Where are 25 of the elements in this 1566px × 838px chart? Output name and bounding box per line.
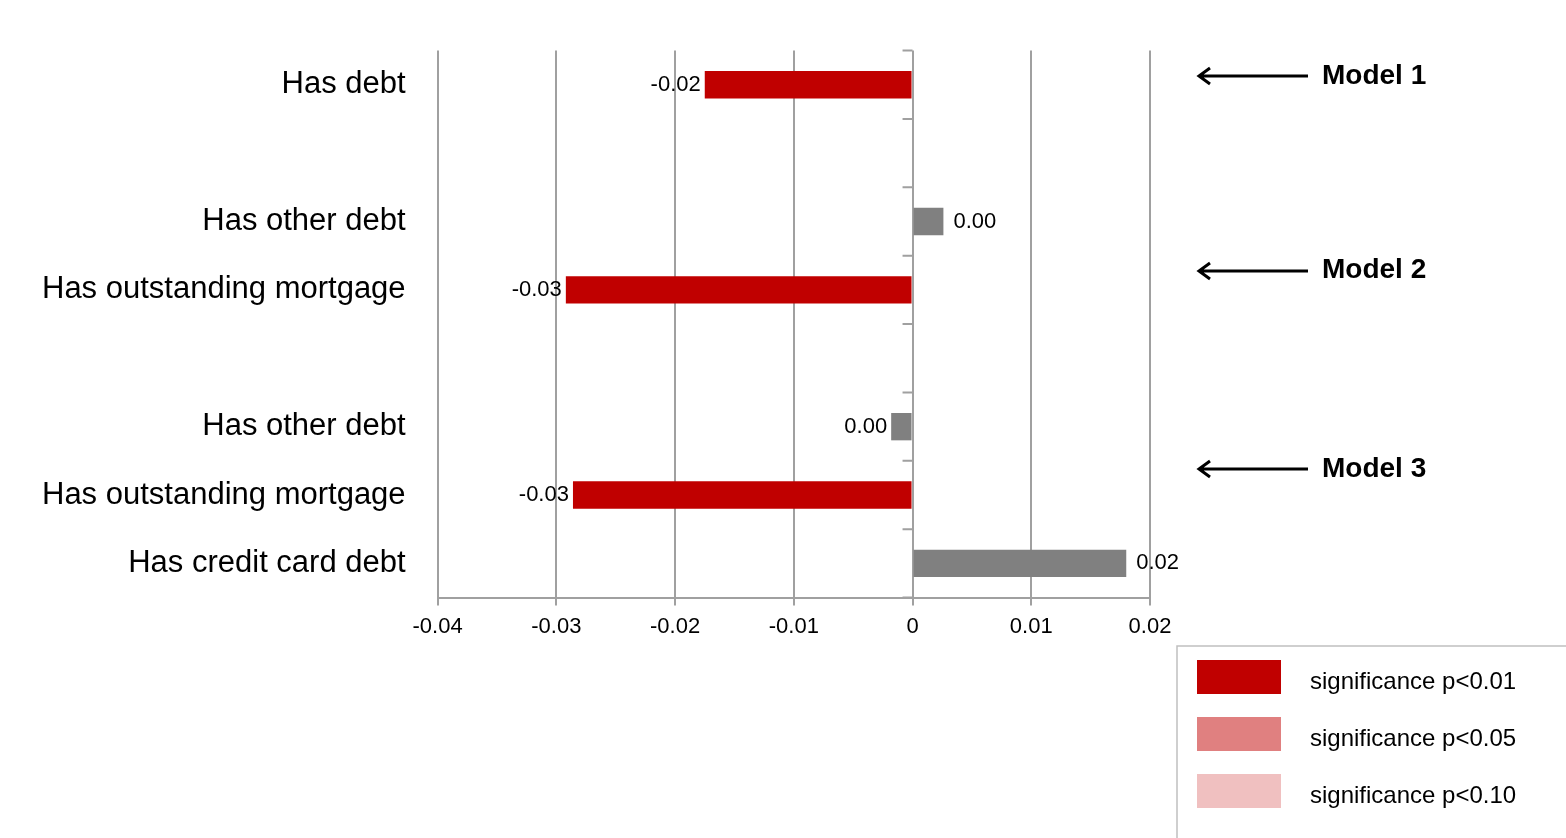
data-label: -0.02 bbox=[650, 70, 701, 96]
x-tick-label: -0.03 bbox=[531, 612, 582, 638]
text: Model 2 bbox=[1322, 253, 1427, 285]
x-tick-label: 0 bbox=[906, 612, 919, 638]
y-tick-label: Has outstanding mortgage bbox=[41, 270, 406, 306]
x-tick-label: 0.01 bbox=[1009, 612, 1053, 638]
y-tick-label: Has other debt bbox=[202, 407, 406, 443]
y-tick-label: Has other debt bbox=[202, 202, 406, 238]
x-tick-label: -0.02 bbox=[650, 612, 701, 638]
y-tick-label: Has outstanding mortgage bbox=[41, 475, 406, 511]
data-label: -0.03 bbox=[518, 481, 569, 507]
text: Model 1 bbox=[1322, 58, 1427, 90]
legend-label: significance p<0.05 bbox=[1310, 723, 1517, 751]
legend-label: significance p<0.01 bbox=[1310, 666, 1517, 694]
x-tick-label: -0.01 bbox=[768, 612, 819, 638]
data-label: 0.00 bbox=[844, 412, 888, 438]
y-tick-label: Has credit card debt bbox=[128, 543, 406, 579]
y-tick-label: Has debt bbox=[281, 65, 406, 101]
data-label: 0.00 bbox=[953, 207, 997, 233]
x-tick-label: 0.02 bbox=[1128, 612, 1172, 638]
legend-label: significance p<0.10 bbox=[1310, 780, 1517, 808]
data-label: 0.02 bbox=[1136, 549, 1180, 575]
x-tick-label: -0.04 bbox=[412, 612, 463, 638]
data-label: -0.03 bbox=[511, 275, 562, 301]
text: Model 3 bbox=[1322, 451, 1427, 483]
